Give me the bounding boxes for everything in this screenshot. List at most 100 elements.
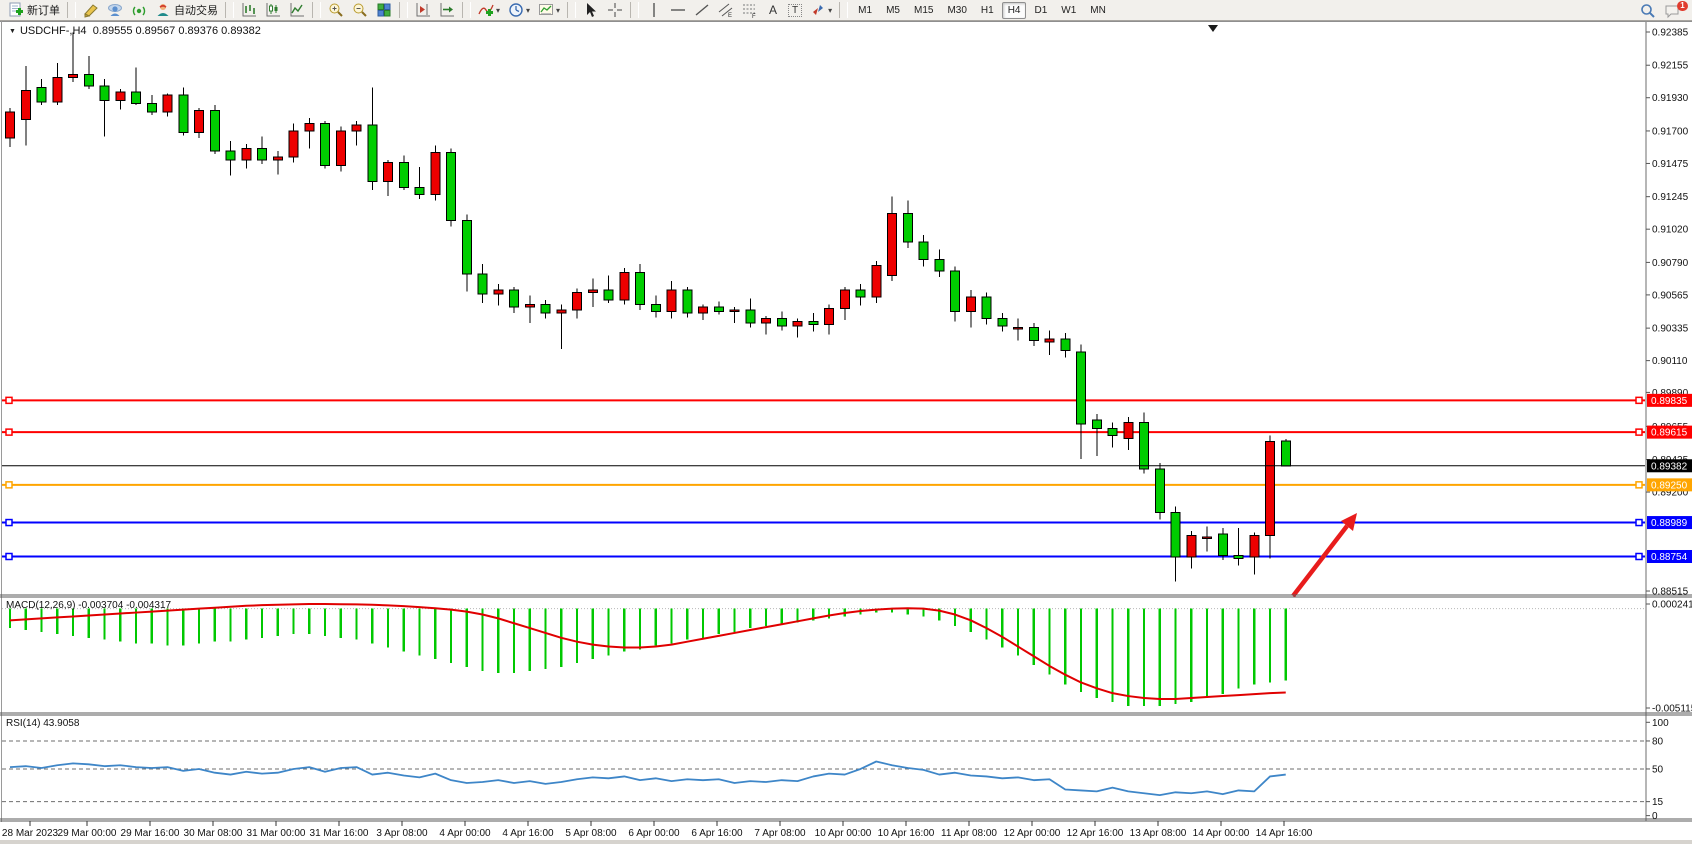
candle-body [965,296,976,313]
macd-indicator-label: MACD(12,26,9) -0.003704 -0.004317 [6,600,172,611]
time-axis-label: 29 Mar 16:00 [121,828,180,839]
time-axis[interactable] [0,822,1692,840]
toolbar-separator [399,2,408,18]
hline-endpoint[interactable] [5,396,13,405]
macd-histogram-bar [1079,608,1083,693]
chart-shift-button[interactable] [411,0,435,20]
macd-histogram-bar [402,608,405,652]
templates-button[interactable]: ▾ [534,0,564,20]
crosshair-button[interactable] [603,0,627,20]
zoom-in-button[interactable] [324,0,348,20]
price-line-label [1647,459,1692,473]
trend-arrow-head[interactable] [1341,513,1357,531]
hline-endpoint[interactable] [1635,428,1643,436]
toolbar-right: 1 [1636,0,1688,21]
candle-body [178,94,189,133]
candle-body [20,90,31,120]
bar-chart-button[interactable] [237,0,261,20]
macd-histogram-bar [1095,608,1098,698]
candle-body [855,289,866,298]
vertical-line-button[interactable] [642,0,666,20]
candle-body [524,303,535,308]
candle-body [1280,440,1291,467]
timeframe-M30[interactable]: M30 [947,4,967,16]
hline-endpoint[interactable] [5,518,13,527]
zoom-out-button[interactable] [348,0,372,20]
macd-histogram-bar [449,608,453,664]
main-toolbar: 新订单 自动交易 [0,0,1692,21]
price-line-label [1647,425,1692,439]
collapse-triangle-icon[interactable]: ▼ [9,28,16,35]
cloud-person-icon [107,2,123,18]
trend-arrow[interactable] [1291,524,1349,598]
text-label-button[interactable]: T [784,0,806,20]
new-order-button[interactable]: 新订单 [4,0,64,20]
macd-histogram-bar [1001,608,1004,648]
toolbar-separator [462,2,471,18]
arrows-tool-button[interactable]: ▾ [806,0,836,20]
macd-histogram-bar [87,608,90,638]
hline-endpoint[interactable] [1635,396,1643,405]
macd-histogram-bar [575,608,579,664]
timeframe-M15[interactable]: M15 [913,4,934,16]
cursor-button[interactable] [579,0,603,20]
styles-button[interactable] [79,0,103,20]
text-tool-button[interactable]: A [762,0,784,20]
candle-body [792,321,803,327]
macd-histogram-bar [386,608,390,648]
timeframe-M5[interactable]: M5 [886,4,900,16]
trendline-button[interactable] [690,0,714,20]
timeframe-M1[interactable]: M1 [858,4,873,16]
macd-histogram-bar [922,608,925,617]
community-button[interactable] [103,0,127,20]
periods-button[interactable]: ▾ [504,0,534,20]
horizontal-line-button[interactable] [666,0,690,20]
notifications-button[interactable]: 1 [1660,0,1688,21]
signal-button[interactable] [127,0,151,20]
autotrade-button[interactable]: 自动交易 [151,0,222,20]
hline-endpoint[interactable] [5,481,13,489]
trendline-icon [694,2,710,18]
scroll-position-marker[interactable] [1208,25,1218,32]
candlestick-chart-button[interactable] [261,0,285,20]
price-axis-tick-label: 0.89890 [1652,388,1689,399]
tile-windows-button[interactable] [372,0,396,20]
bar-chart-icon [241,2,257,18]
hline-endpoint[interactable] [1635,481,1643,489]
fibonacci-button[interactable]: F [738,0,762,20]
candle-body [1076,351,1086,425]
add-indicator-button[interactable]: ▾ [474,0,504,20]
timeframe-H1[interactable]: H1 [980,4,994,16]
timeframe-H4[interactable]: H4 [1001,1,1027,19]
candle-body [446,152,456,222]
price-line-label [1647,478,1692,492]
hline-endpoint[interactable] [1635,518,1643,527]
rsi-axis-label: 50 [1652,764,1664,775]
hline-endpoint[interactable] [5,552,13,561]
zoom-out-icon [352,2,368,18]
hline-endpoint[interactable] [1635,552,1643,561]
window-bottom-edge [0,840,1692,844]
time-axis-label: 4 Apr 16:00 [502,828,554,839]
time-axis-label: 3 Apr 08:00 [376,828,428,839]
price-line-label-text: 0.88989 [1651,518,1688,529]
timeframe-MN[interactable]: MN [1090,4,1106,16]
macd-histogram-bar [591,608,594,660]
auto-scroll-button[interactable] [435,0,459,20]
hline-endpoint[interactable] [5,428,13,436]
macd-histogram-bar [134,608,138,644]
timeframe-W1[interactable]: W1 [1061,4,1077,16]
equidistant-channel-button[interactable]: E [714,0,738,20]
candle-body [776,318,787,327]
macd-histogram-bar [827,608,831,619]
time-axis-label: 31 Mar 16:00 [310,828,369,839]
line-chart-button[interactable] [285,0,309,20]
candle-body [587,289,598,294]
timeframe-D1[interactable]: D1 [1034,4,1048,16]
timeframe-bar: M1 M5 M15 M30 H1 H4 D1 W1 MN [851,1,1113,19]
search-button[interactable] [1636,1,1660,21]
horizontal-line-icon [670,2,686,18]
toolbar-separator [630,2,640,18]
time-axis-label: 4 Apr 00:00 [439,828,491,839]
